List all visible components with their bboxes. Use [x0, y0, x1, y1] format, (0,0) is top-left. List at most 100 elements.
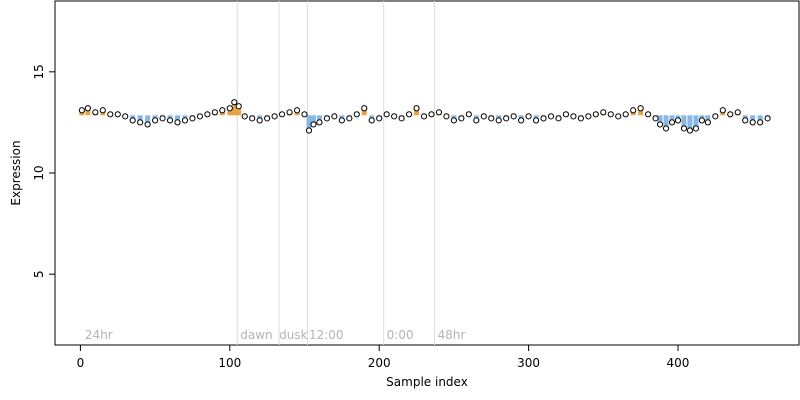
data-point	[443, 113, 450, 120]
data-point	[698, 117, 705, 124]
data-point	[630, 107, 637, 114]
data-point	[577, 115, 584, 122]
data-point	[668, 119, 676, 126]
data-point	[405, 111, 413, 118]
data-point	[331, 113, 338, 120]
data-point	[278, 111, 286, 118]
data-point	[353, 111, 360, 118]
data-point	[181, 117, 189, 124]
x-axis: 0 100 200 300 400	[77, 345, 690, 370]
x-tick-label: 200	[368, 356, 391, 370]
x-tick-label: 300	[517, 356, 540, 370]
vertical-markers	[236, 1, 435, 345]
data-point	[122, 113, 129, 120]
y-tick-label: 10	[32, 165, 46, 180]
data-point	[368, 117, 375, 124]
data-point	[503, 115, 510, 122]
x-tick-label: 0	[77, 356, 85, 370]
deviation-bar	[231, 102, 237, 116]
data-point	[532, 117, 540, 124]
data-point	[719, 107, 726, 114]
data-points	[78, 99, 771, 134]
data-point	[159, 115, 166, 122]
deviation-bar	[638, 108, 644, 116]
data-point	[166, 117, 174, 124]
data-point	[570, 113, 577, 120]
data-point	[510, 113, 517, 120]
data-point	[293, 107, 301, 114]
data-point	[607, 111, 614, 118]
annotation-label: dawn	[240, 328, 272, 342]
deviation-bar	[85, 108, 91, 116]
annotation-label: 0:00	[387, 328, 414, 342]
data-point	[495, 117, 502, 124]
x-tick-label: 400	[667, 356, 690, 370]
data-point	[84, 105, 91, 112]
data-point	[712, 113, 719, 120]
data-point	[734, 109, 741, 116]
y-axis: 5 10 15	[32, 64, 55, 278]
data-point	[480, 113, 487, 120]
data-point	[749, 119, 756, 126]
data-point	[435, 109, 443, 116]
data-point	[151, 117, 159, 124]
data-point	[764, 115, 771, 122]
deviation-bar	[705, 115, 711, 123]
x-axis-title: Sample index	[386, 375, 468, 389]
data-point	[692, 125, 700, 132]
data-point	[662, 125, 670, 132]
data-point	[547, 113, 555, 120]
annotation-label: dusk	[279, 328, 307, 342]
deviation-bar	[687, 115, 693, 131]
deviation-bar	[757, 115, 763, 123]
data-point	[686, 127, 694, 134]
data-point	[305, 127, 313, 134]
data-point	[107, 111, 114, 118]
annotation-label: 24hr	[85, 328, 113, 342]
data-point	[652, 115, 659, 122]
data-point	[114, 111, 121, 118]
data-point	[727, 111, 734, 118]
data-point	[450, 117, 457, 124]
period-annotations: 24hr dawn dusk 12:00 0:00 48hr	[85, 328, 465, 342]
data-point	[757, 119, 764, 126]
annotation-label: 48hr	[437, 328, 465, 342]
data-point	[323, 115, 331, 122]
data-point	[680, 125, 688, 132]
deviation-bar	[669, 115, 675, 123]
deviation-bar	[361, 108, 367, 116]
deviation-bar	[310, 115, 316, 125]
data-point	[231, 99, 238, 106]
data-point	[562, 111, 570, 118]
deviation-bar	[657, 115, 663, 125]
data-point	[144, 121, 151, 128]
deviation-bar	[227, 108, 233, 116]
deviation-bar	[681, 115, 687, 129]
data-point	[465, 111, 472, 118]
data-point	[271, 113, 278, 120]
data-point	[645, 111, 652, 118]
plot-frame	[54, 0, 800, 346]
data-point	[99, 107, 106, 114]
data-point	[555, 115, 562, 122]
data-point	[129, 117, 136, 124]
y-axis-title: Expression	[9, 140, 23, 205]
data-point	[92, 109, 99, 116]
data-point	[615, 113, 622, 120]
annotation-label: 12:00	[309, 328, 344, 342]
data-point	[376, 115, 383, 122]
data-point	[413, 105, 420, 112]
data-point	[256, 117, 263, 124]
deviation-bar	[316, 115, 322, 123]
deviation-bar	[137, 115, 143, 123]
data-point	[428, 111, 435, 118]
data-point	[196, 113, 204, 120]
deviation-bar	[236, 106, 242, 116]
deviation-bar	[663, 115, 669, 129]
data-point	[338, 117, 345, 124]
data-point	[398, 115, 405, 122]
data-point	[137, 119, 144, 126]
deviation-bar	[693, 115, 699, 129]
